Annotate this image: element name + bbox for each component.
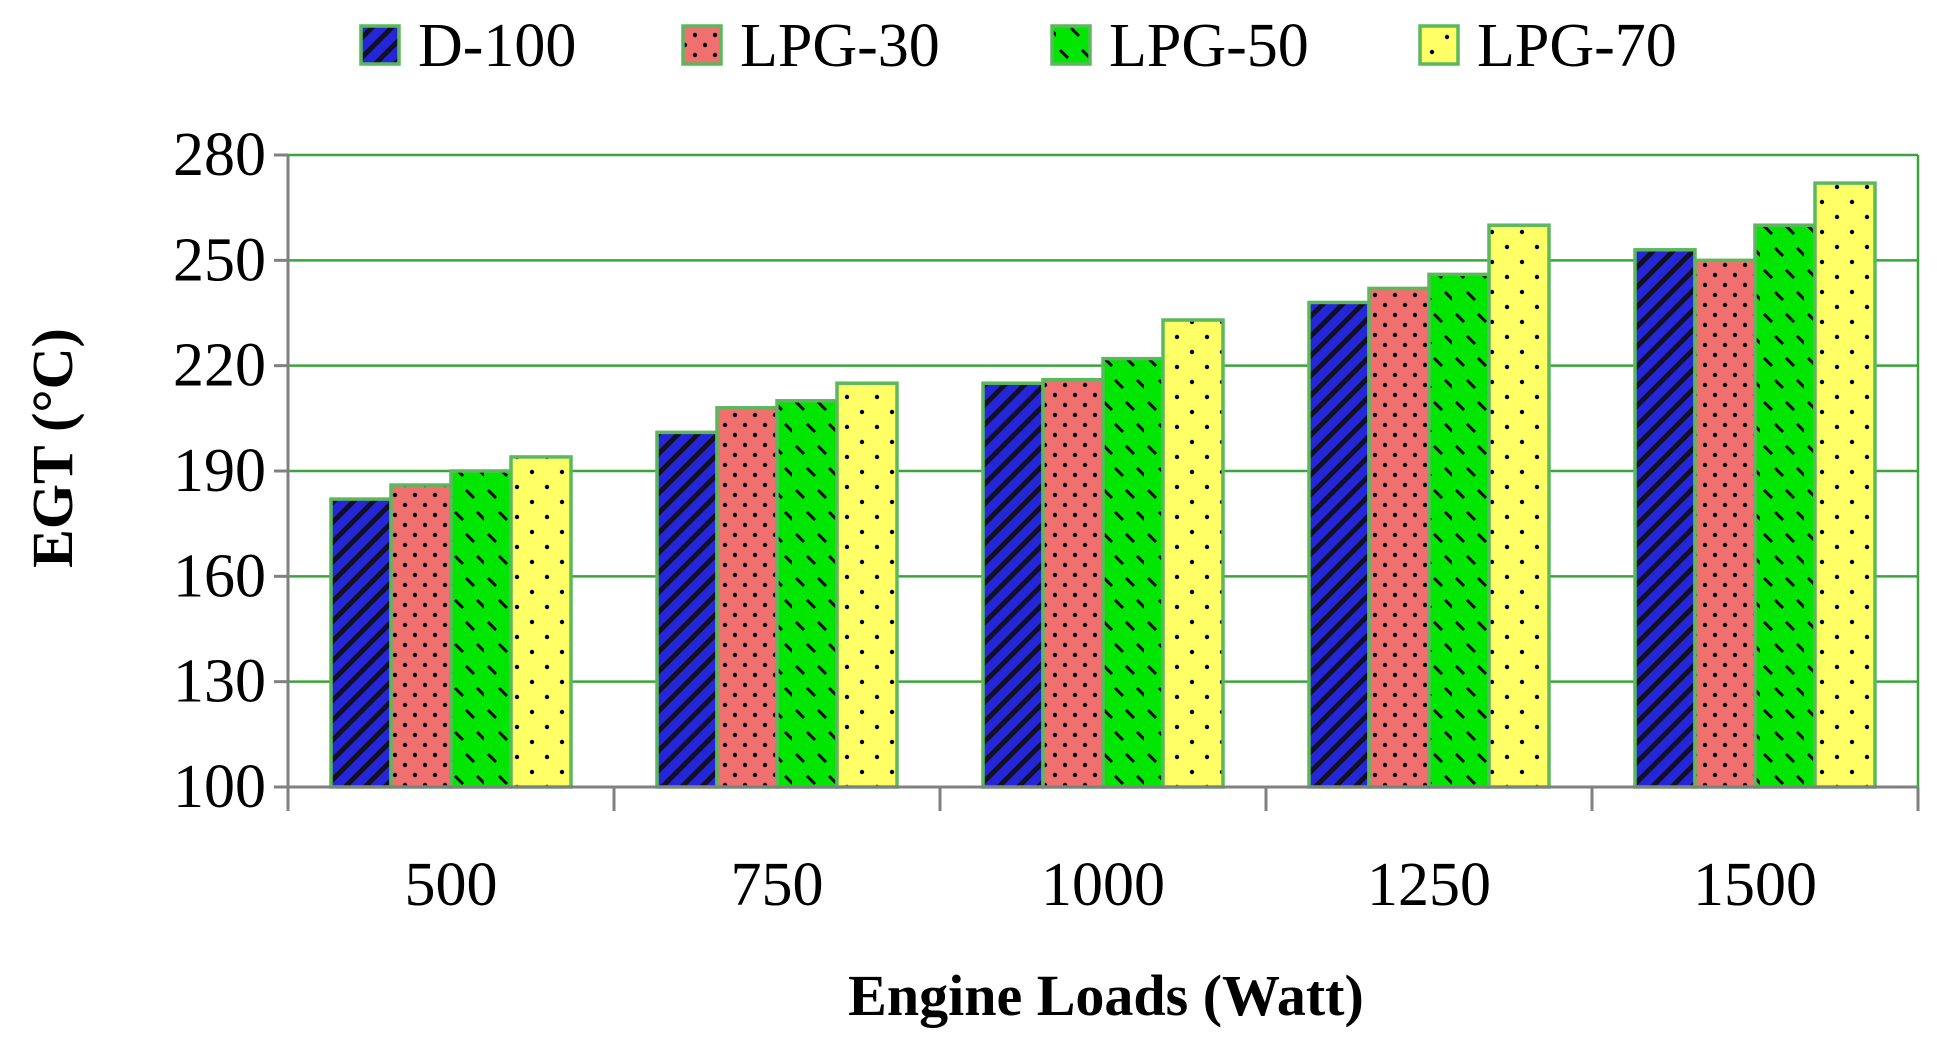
bar-d-100-750 (655, 430, 719, 789)
x-tick-label-1000: 1000 (1041, 851, 1165, 919)
bar-d-100-1500 (1633, 248, 1697, 789)
bar-lpg-50-1250 (1427, 272, 1491, 789)
bar-d-100-500 (329, 497, 393, 789)
bar-d-100-1250 (1307, 300, 1371, 789)
legend-item-lpg-50: LPG-50 (1050, 12, 1309, 80)
y-tick-label-280: 280 (173, 121, 266, 189)
x-axis-title: Engine Loads (Watt) (848, 963, 1364, 1028)
y-tick-label-220: 220 (173, 332, 266, 400)
bar-d-100-1000 (981, 381, 1045, 789)
bar-lpg-70-750 (835, 381, 899, 789)
bars (329, 181, 1877, 789)
bar-lpg-50-750 (775, 399, 839, 789)
bar-lpg-70-1250 (1487, 223, 1551, 789)
legend-swatch-lpg-30 (681, 24, 723, 66)
bar-lpg-50-1000 (1101, 356, 1165, 789)
legend-item-lpg-70: LPG-70 (1418, 12, 1677, 80)
legend-swatch-d-100 (359, 24, 401, 66)
x-tick-label-1500: 1500 (1693, 851, 1817, 919)
bar-lpg-50-1500 (1753, 223, 1817, 789)
axes (274, 153, 1920, 811)
x-tick-label-500: 500 (405, 851, 498, 919)
bar-lpg-30-500 (389, 483, 453, 789)
bar-lpg-70-500 (509, 455, 573, 789)
bar-lpg-30-750 (715, 406, 779, 789)
y-tick-label-130: 130 (173, 648, 266, 716)
legend-swatch-lpg-70 (1418, 24, 1460, 66)
y-axis-title: EGT (°C) (20, 328, 85, 568)
y-tick-label-100: 100 (173, 753, 266, 821)
y-tick-label-250: 250 (173, 226, 266, 294)
bar-lpg-70-1000 (1161, 318, 1225, 789)
legend-label-lpg-70: LPG-70 (1477, 12, 1677, 80)
y-tick-label-190: 190 (173, 437, 266, 505)
bar-lpg-50-500 (449, 469, 513, 789)
legend-label-lpg-50: LPG-50 (1109, 12, 1309, 80)
bar-lpg-30-1250 (1367, 286, 1431, 789)
legend-item-d-100: D-100 (359, 12, 576, 80)
legend: D-100 LPG-30 LPG-50 LPG-70 (359, 12, 1677, 80)
bar-lpg-70-1500 (1813, 181, 1877, 789)
y-tick-label-160: 160 (173, 542, 266, 610)
x-tick-label-1250: 1250 (1367, 851, 1491, 919)
legend-item-lpg-30: LPG-30 (681, 12, 940, 80)
x-tick-labels: 500 750 1000 1250 1500 (405, 851, 1818, 919)
legend-label-d-100: D-100 (418, 12, 576, 80)
y-tick-labels: 100 130 160 190 220 250 280 (173, 121, 266, 821)
x-tick-label-750: 750 (731, 851, 824, 919)
legend-swatch-lpg-50 (1050, 24, 1092, 66)
bar-lpg-30-1000 (1041, 377, 1105, 789)
bar-lpg-30-1500 (1693, 258, 1757, 789)
legend-label-lpg-30: LPG-30 (740, 12, 940, 80)
